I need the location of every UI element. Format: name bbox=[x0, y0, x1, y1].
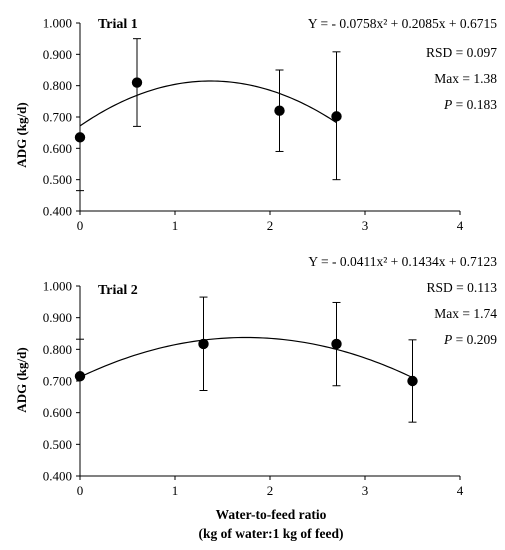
p-number: = 0.183 bbox=[452, 97, 497, 112]
p-value-label: P = 0.183 bbox=[443, 97, 497, 112]
y-tick-label: 0.700 bbox=[43, 374, 72, 389]
data-points bbox=[74, 77, 342, 143]
y-tick-label: 0.400 bbox=[43, 469, 72, 484]
panel-title: Trial 1 bbox=[98, 17, 138, 32]
y-tick-label: 0.900 bbox=[43, 310, 72, 325]
fit-equation: Y = - 0.0411x² + 0.1434x + 0.7123 bbox=[308, 254, 497, 269]
data-point bbox=[74, 371, 86, 382]
y-tick-label: 0.500 bbox=[43, 172, 72, 187]
fit-layer bbox=[79, 80, 337, 127]
data-point bbox=[74, 132, 86, 143]
tick-labels: 0.400 0.500 0.600 0.700 0.800 0.900 1.000 0 1 2 3 4 bbox=[43, 279, 464, 499]
tick-labels: 0.400 0.500 0.600 0.700 0.800 0.900 1.000 0 1 2 3 4 bbox=[43, 16, 464, 234]
x-tick-label: 4 bbox=[457, 483, 464, 498]
fit-equation: Y = - 0.0758x² + 0.2085x + 0.6715 bbox=[308, 16, 497, 31]
axes bbox=[76, 285, 461, 480]
rsd-label: RSD = 0.113 bbox=[427, 280, 498, 295]
x-axis-label-units: (kg of water:1 kg of feed) bbox=[198, 526, 343, 541]
x-tick-label: 2 bbox=[267, 483, 274, 498]
error-bars bbox=[76, 296, 417, 423]
y-axis-label: ADG (kg/d) bbox=[14, 102, 29, 167]
x-axis-label: Water-to-feed ratio bbox=[216, 507, 327, 522]
y-axis-label: ADG (kg/d) bbox=[14, 347, 29, 412]
x-tick-label: 2 bbox=[267, 218, 274, 233]
y-tick-label: 1.000 bbox=[43, 16, 72, 31]
fit-curve bbox=[79, 80, 337, 127]
x-tick-label: 0 bbox=[77, 483, 84, 498]
x-tick-label: 4 bbox=[457, 218, 464, 233]
y-tick-label: 1.000 bbox=[43, 279, 72, 294]
y-tick-label: 0.600 bbox=[43, 405, 72, 420]
y-tick-label: 0.900 bbox=[43, 47, 72, 62]
p-symbol: P bbox=[443, 332, 452, 347]
x-tick-label: 0 bbox=[77, 218, 84, 233]
x-tick-label: 3 bbox=[362, 218, 369, 233]
data-point bbox=[131, 77, 143, 88]
panel-trial-1: ADG (kg/d) Trial 1 Y = - 0.0758x² + 0.20… bbox=[14, 16, 497, 234]
axes bbox=[76, 22, 461, 215]
x-tick-label: 3 bbox=[362, 483, 369, 498]
fit-curve bbox=[79, 336, 413, 379]
y-tick-label: 0.800 bbox=[43, 78, 72, 93]
y-tick-label: 0.700 bbox=[43, 110, 72, 125]
data-point bbox=[407, 375, 418, 387]
x-tick-label: 1 bbox=[172, 218, 179, 233]
fit-layer bbox=[79, 336, 413, 379]
p-number: = 0.209 bbox=[452, 332, 497, 347]
y-tick-label: 0.500 bbox=[43, 437, 72, 452]
y-tick-label: 0.800 bbox=[43, 342, 72, 357]
max-label: Max = 1.38 bbox=[434, 71, 497, 86]
data-point bbox=[331, 338, 342, 350]
error-bars bbox=[76, 38, 341, 192]
p-symbol: P bbox=[443, 97, 452, 112]
max-label: Max = 1.74 bbox=[434, 306, 497, 321]
x-tick-label: 1 bbox=[172, 483, 179, 498]
rsd-label: RSD = 0.097 bbox=[426, 45, 497, 60]
y-tick-label: 0.600 bbox=[43, 141, 72, 156]
panel-trial-2: ADG (kg/d) Trial 2 Y = - 0.0411x² + 0.14… bbox=[14, 254, 497, 541]
p-value-label: P = 0.209 bbox=[443, 332, 497, 347]
data-point bbox=[331, 111, 342, 122]
panel-title: Trial 2 bbox=[98, 283, 138, 298]
data-point bbox=[274, 105, 285, 116]
y-tick-label: 0.400 bbox=[43, 204, 72, 219]
data-points bbox=[74, 338, 418, 387]
data-point bbox=[198, 338, 209, 350]
